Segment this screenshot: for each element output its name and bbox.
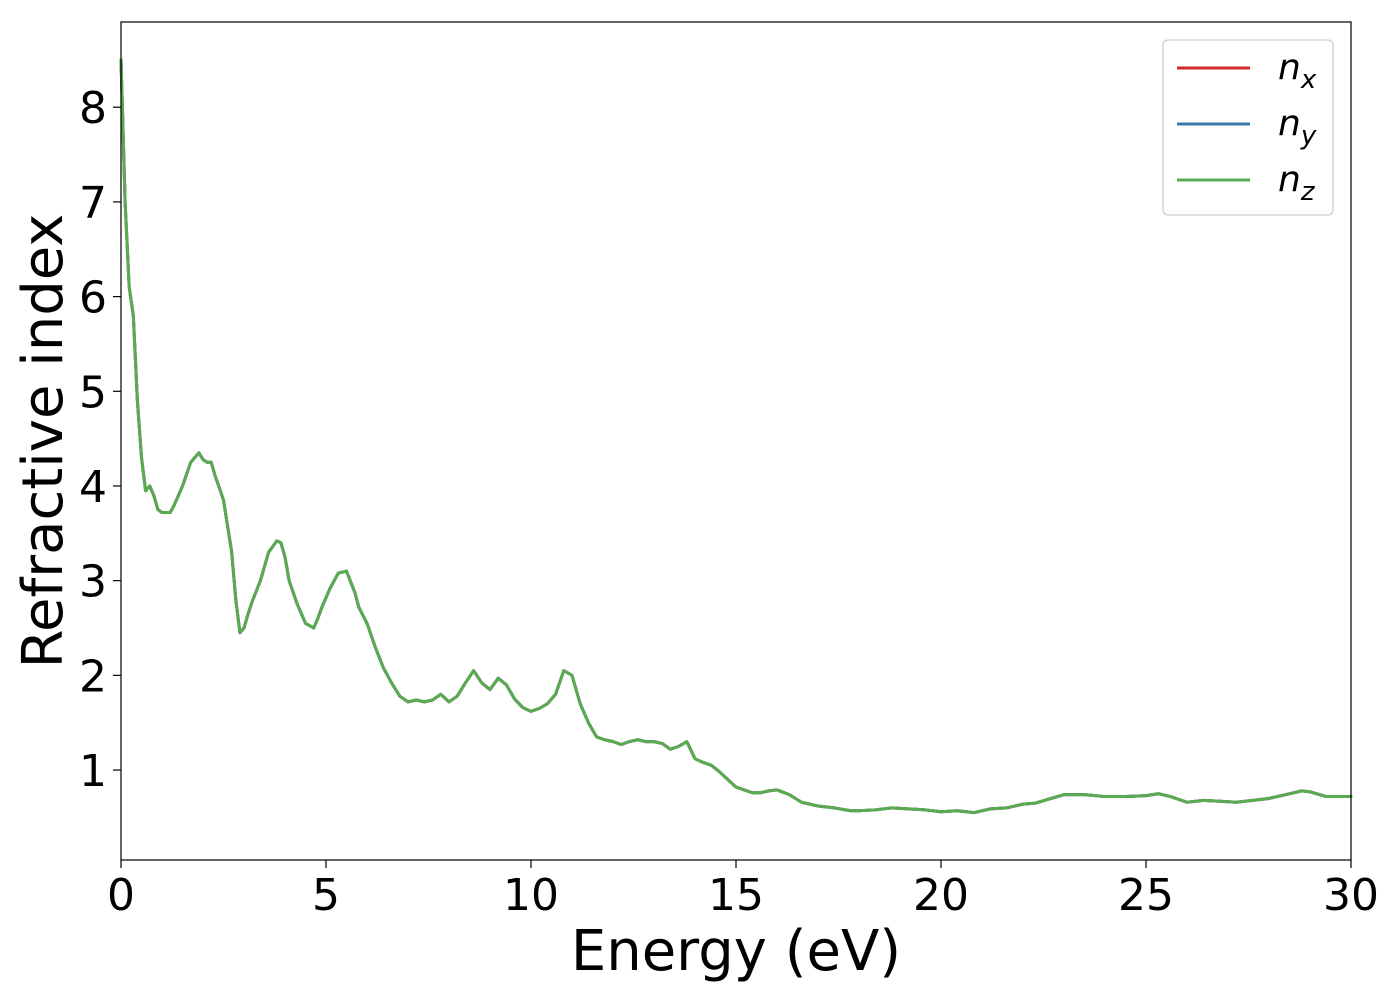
- legend-items: nx ny nz: [1177, 47, 1317, 207]
- x-axis-label: Energy (eV): [571, 919, 901, 984]
- series-layer: [119, 58, 1353, 815]
- y-tick-label: 1: [79, 746, 107, 797]
- x-tick-label: 10: [503, 870, 559, 921]
- y-tick-label: 4: [79, 462, 107, 513]
- y-tick-label: 3: [79, 557, 107, 608]
- legend-label-y: ny: [1278, 103, 1317, 151]
- legend-label-z: nz: [1278, 159, 1316, 207]
- y-tick-label: 5: [79, 367, 107, 418]
- x-tick-label: 15: [708, 870, 764, 921]
- x-tick-label: 0: [107, 870, 135, 921]
- legend-label-x: nx: [1278, 47, 1317, 95]
- y-tick-label: 7: [79, 178, 107, 229]
- x-tick-label: 30: [1323, 870, 1379, 921]
- x-axis: 0 5 10 15 20 25 30: [107, 860, 1379, 921]
- legend-box: [1162, 39, 1334, 216]
- series-line-n-z: [119, 58, 1353, 815]
- x-tick-label: 20: [913, 870, 969, 921]
- y-axis-label: Refractive index: [11, 214, 76, 669]
- y-tick-label: 8: [79, 83, 107, 134]
- y-axis: 1 2 3 4 5 6 7 8: [79, 83, 121, 797]
- y-tick-label: 2: [79, 651, 107, 702]
- legend: nx ny nz: [1162, 39, 1334, 216]
- x-tick-label: 25: [1118, 870, 1174, 921]
- x-tick-label: 5: [312, 870, 340, 921]
- y-tick-label: 6: [79, 273, 107, 324]
